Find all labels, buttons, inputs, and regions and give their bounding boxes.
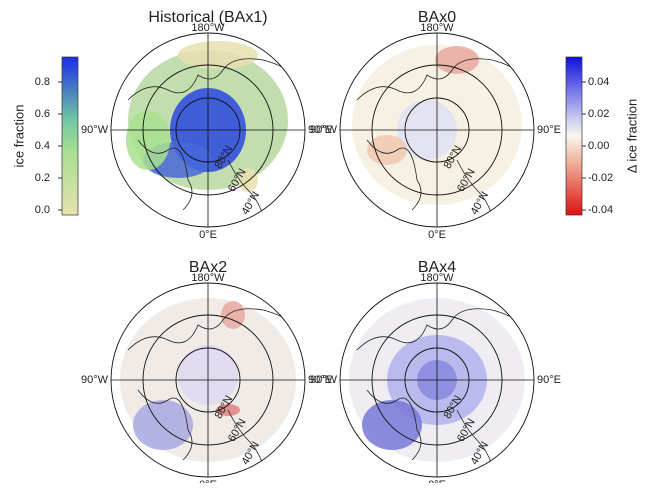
ice-field (178, 41, 258, 69)
colorbar-label: Δ ice fraction (624, 99, 639, 173)
map-panel: Historical (BAx1)180°W0°E90°W 90°E80°N60°… (81, 9, 332, 241)
lon-label: 0°E (428, 229, 446, 241)
ice-field (367, 135, 407, 165)
colorbar-tick-label: 0.2 (35, 172, 50, 184)
lon-label: 180°W (191, 22, 225, 34)
lon-label: 0°E (199, 229, 217, 241)
colorbar-tick-label: 0.4 (35, 140, 50, 152)
ice-field (221, 301, 245, 329)
lon-label: 90°W (310, 374, 338, 386)
ice-field (133, 400, 193, 450)
panel-title: BAx2 (189, 259, 227, 276)
colorbar-tick-label: 0.0 (35, 204, 50, 216)
panel-title: BAx0 (418, 9, 456, 26)
colorbar-tick-label: -0.02 (588, 172, 613, 184)
coastline (356, 308, 523, 466)
panel-title: BAx4 (418, 259, 456, 276)
colorbar-right (565, 56, 583, 216)
ice-field (362, 400, 422, 450)
colorbar-tick-label: 0.6 (35, 108, 50, 120)
lon-label: 90°E (537, 124, 561, 136)
colorbar-tick-label: 0.8 (35, 76, 50, 88)
ice-field (126, 110, 170, 170)
lon-label: 90°W (81, 374, 109, 386)
lon-label: 90°E (537, 374, 561, 386)
colorbars (61, 56, 583, 216)
colorbar-tick-label: 0.04 (588, 76, 609, 88)
lon-label: 0°E (428, 479, 446, 483)
colorbar-left (61, 56, 79, 216)
lon-label: 90°E (308, 124, 332, 136)
ice-field (238, 168, 258, 192)
lon-label: 0°E (199, 479, 217, 483)
coastline (127, 58, 294, 216)
colorbar-tick-label: 0.00 (588, 140, 609, 152)
ice-field (435, 46, 479, 74)
coastline (127, 308, 294, 466)
lon-label: 180°W (420, 22, 454, 34)
lon-label: 90°W (310, 124, 338, 136)
coastline (356, 58, 523, 216)
panel-title: Historical (BAx1) (148, 9, 267, 26)
lon-label: 180°W (191, 272, 225, 284)
field (126, 41, 294, 216)
colorbar-label: ice fraction (11, 105, 26, 168)
lon-label: 180°W (420, 272, 454, 284)
lon-label: 90°E (308, 374, 332, 386)
colorbar-tick-label: -0.04 (588, 204, 613, 216)
lon-label: 90°W (81, 124, 109, 136)
colorbar-tick-label: 0.02 (588, 108, 609, 120)
